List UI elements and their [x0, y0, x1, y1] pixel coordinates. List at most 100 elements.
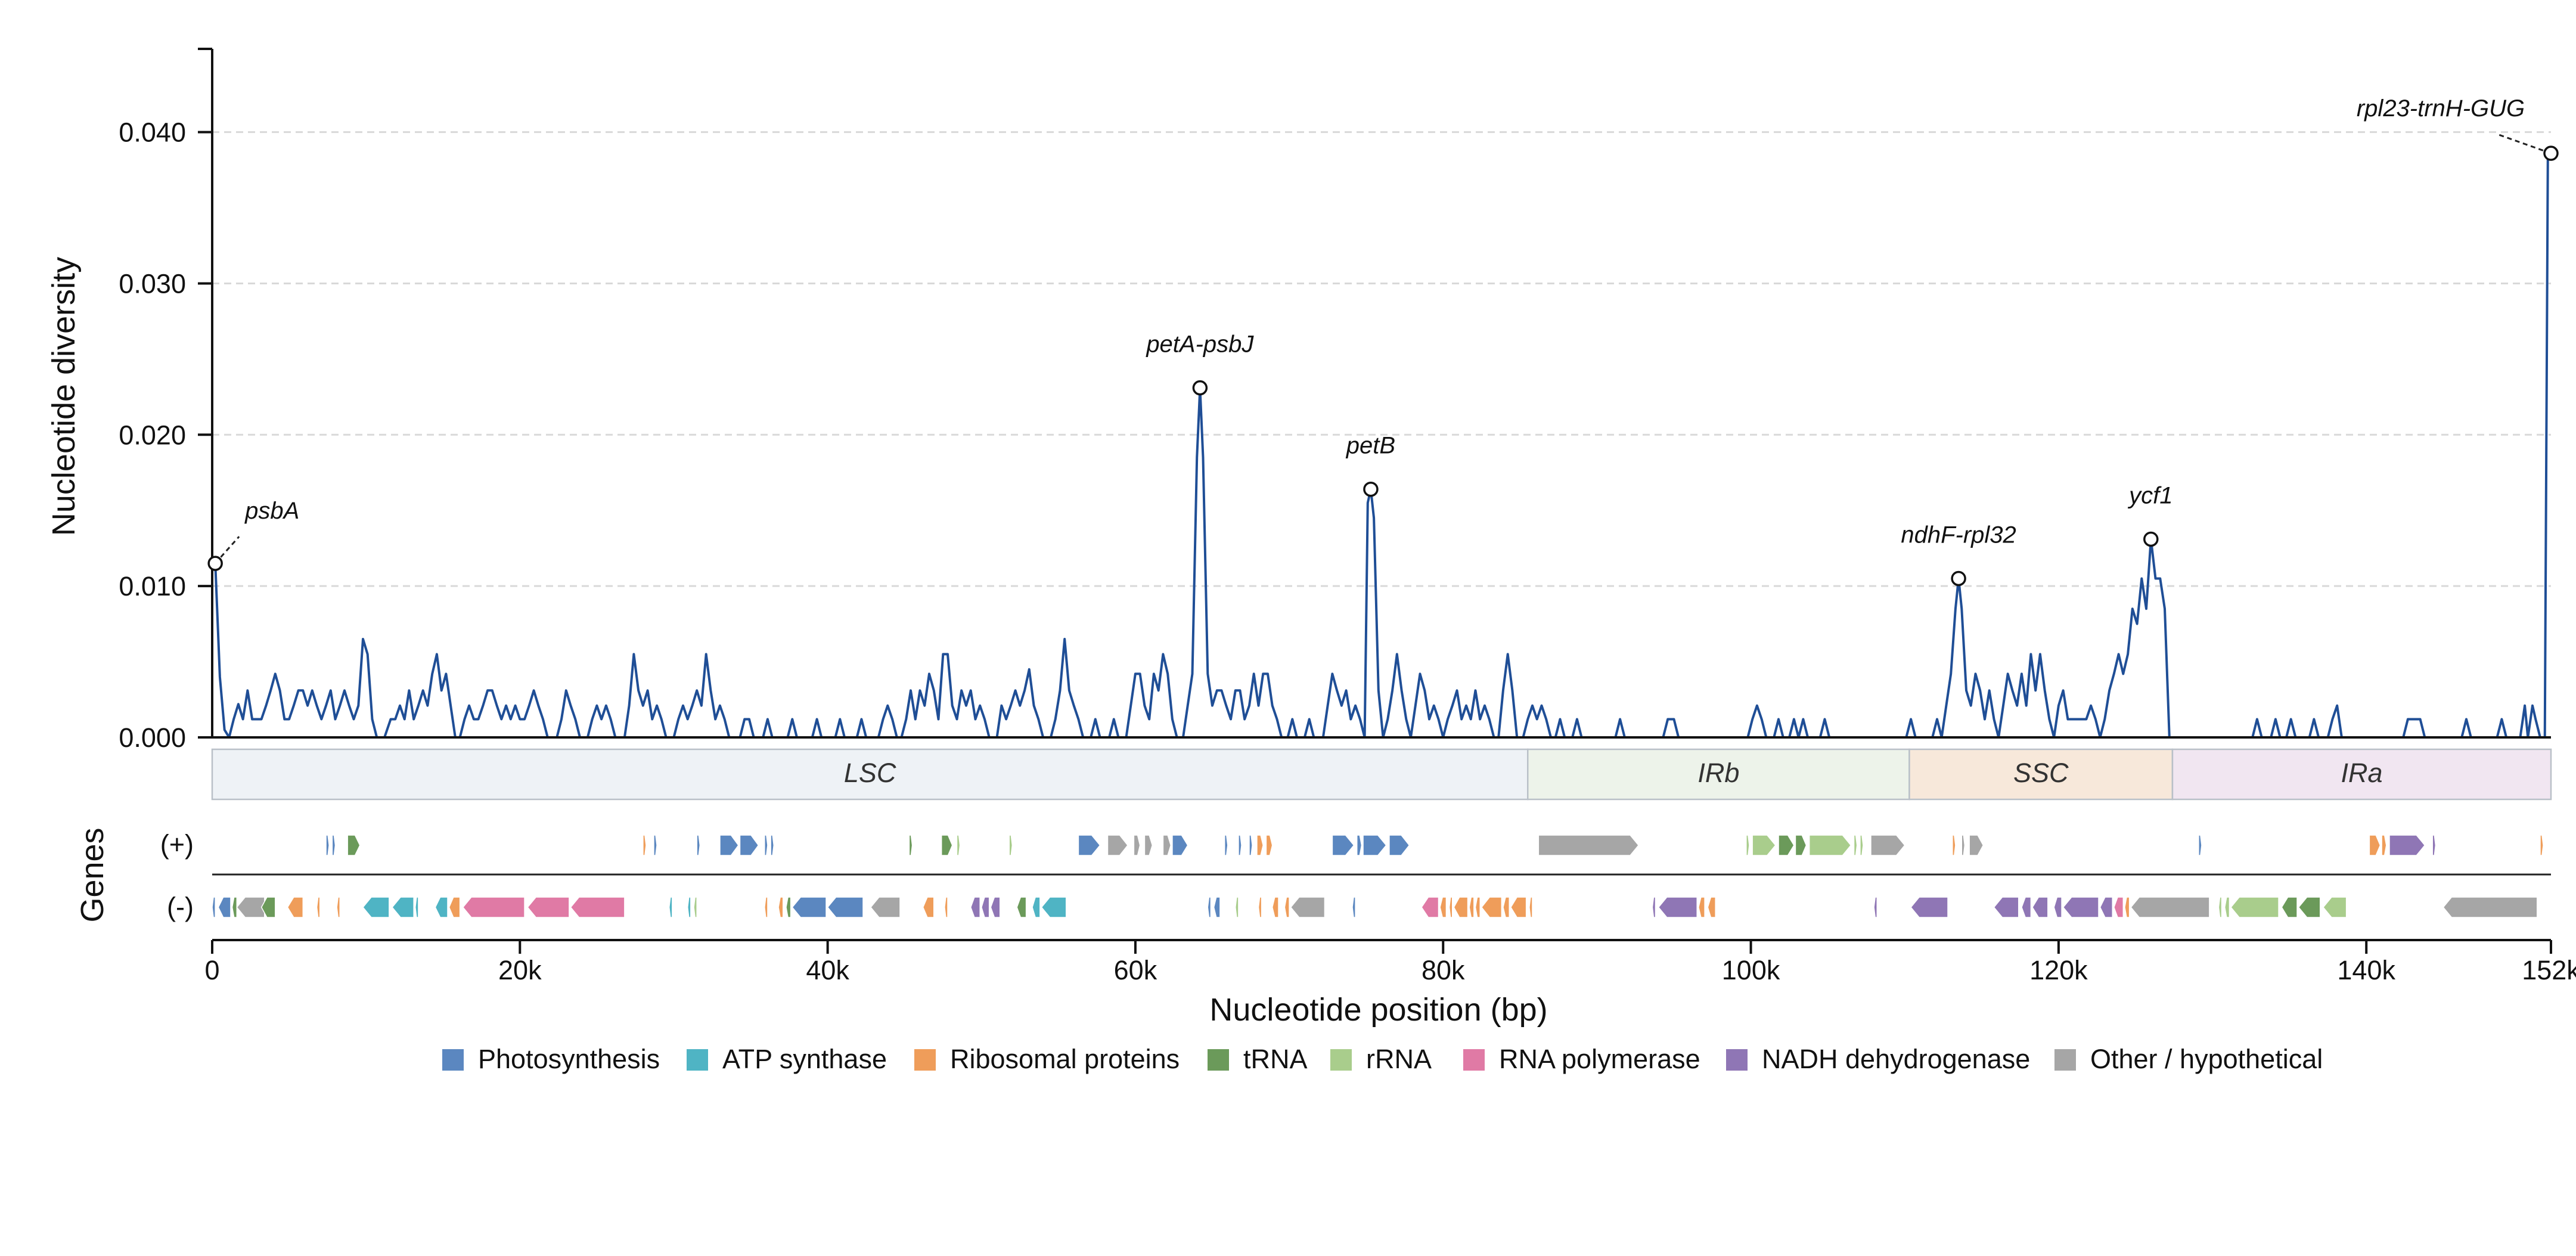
gene-ndh: [981, 897, 990, 918]
legend-swatch-photo: [442, 1049, 464, 1071]
gene-photo: [1389, 835, 1410, 856]
x-tick-label: 60k: [1114, 955, 1157, 985]
legend-label-rnap: RNA polymerase: [1499, 1044, 1700, 1074]
legend-swatch-other: [2054, 1049, 2076, 1071]
gene-atp: [1032, 897, 1041, 918]
gene-ribo: [2369, 835, 2381, 856]
gene-photo: [739, 835, 759, 856]
gene-ndh: [2032, 897, 2049, 918]
legend-label-rrna: rRNA: [1366, 1044, 1432, 1074]
y-tick-label: 0.040: [119, 117, 186, 148]
gene-ndh: [1910, 897, 1948, 918]
legend-label-ndh: NADH dehydrogenase: [1762, 1044, 2030, 1074]
gene-ndh: [1658, 897, 1697, 918]
gene-rrna: [1752, 835, 1776, 856]
gene-atp: [687, 897, 691, 918]
gene-photo: [218, 897, 231, 918]
gene-photo: [1363, 835, 1387, 856]
gene-trna: [2298, 897, 2321, 918]
x-tick-label: 0: [204, 955, 219, 985]
gene-ndh: [2021, 897, 2032, 918]
gene-other: [1107, 835, 1128, 856]
gene-rrna: [1808, 835, 1852, 856]
gene-trna: [347, 835, 361, 856]
peak-annotations: psbA petA-psbJ petB ndhF-rpl32 ycf1 rpl23-trn…: [207, 95, 2559, 587]
diversity-line: [212, 152, 2551, 739]
x-tick-label: 100k: [1722, 955, 1780, 985]
gene-photo: [1352, 897, 1356, 918]
gene-rrna: [2322, 897, 2347, 918]
gene-ribo: [1271, 897, 1279, 918]
gene-rnap: [2113, 897, 2124, 918]
peak-marker: [1951, 570, 1966, 587]
region-band: LSC IRb SSC IRa: [211, 748, 2552, 801]
gene-ribo: [1265, 835, 1273, 856]
gene-ribo: [1503, 897, 1510, 918]
gene-other: [1961, 835, 1966, 856]
gene-ribo: [1256, 835, 1264, 856]
gene-other: [1870, 835, 1905, 856]
gene-ribo: [764, 897, 768, 918]
region-label: SSC: [2013, 758, 2069, 788]
gene-ndh: [1993, 897, 2019, 918]
gene-rrna: [2218, 897, 2223, 918]
x-axis-title: Nucleotide position (bp): [1209, 992, 1547, 1028]
gene-ribo: [2124, 897, 2130, 918]
gene-photo: [1332, 835, 1355, 856]
x-tick-label: 140k: [2337, 955, 2395, 985]
diversity-line-layer: [212, 152, 2551, 739]
gene-ribo: [944, 897, 948, 918]
legend-label-atp: ATP synthase: [722, 1044, 887, 1074]
gene-rnap: [570, 897, 625, 918]
legend-swatch-trna: [1208, 1049, 1229, 1071]
annotation-leader: [2497, 133, 2552, 154]
region-ira: [2171, 748, 2552, 801]
gene-other: [870, 897, 901, 918]
gene-ndh: [2062, 897, 2099, 918]
legend-label-trna: tRNA: [1243, 1044, 1308, 1074]
legend-swatch-ribo: [914, 1049, 936, 1071]
annotation-leader: [215, 536, 240, 565]
peak-label: rpl23-trnH-GUG: [2357, 95, 2525, 122]
gene-other: [1144, 835, 1153, 856]
gene-photo: [792, 897, 827, 918]
legend-label-photo: Photosynthesis: [478, 1044, 660, 1074]
gene-rrna: [2224, 897, 2230, 918]
gene-photo: [770, 835, 775, 856]
gene-ribo: [448, 897, 461, 918]
gene-ndh: [2389, 835, 2426, 856]
gene-ndh: [2053, 897, 2062, 918]
gene-ribo: [1448, 897, 1453, 918]
gene-ribo: [316, 897, 321, 918]
legend-swatch-atp: [687, 1049, 708, 1071]
gene-photo: [1172, 835, 1188, 856]
peak-marker: [1363, 481, 1379, 497]
gene-other: [2442, 897, 2538, 918]
gene-trna: [908, 835, 913, 856]
gene-ribo: [922, 897, 935, 918]
region-ssc: [1908, 748, 2174, 801]
gene-photo: [331, 835, 336, 856]
gene-trna: [941, 835, 953, 856]
region-lsc: [211, 748, 1529, 801]
gene-rnap: [462, 897, 525, 918]
gene-trna: [1016, 897, 1027, 918]
gene-ribo: [1475, 897, 1481, 918]
gene-photo: [2198, 835, 2202, 856]
gene-rrna: [956, 835, 961, 856]
gene-trna: [1778, 835, 1795, 856]
gene-ribo: [778, 897, 784, 918]
gene-ribo: [2381, 835, 2387, 856]
gene-ribo: [1698, 897, 1705, 918]
gene-photo: [696, 835, 701, 856]
x-tick-label: 40k: [806, 955, 849, 985]
gene-ndh: [1873, 897, 1878, 918]
gene-ribo: [1529, 897, 1533, 918]
gene-ribo: [1510, 897, 1527, 918]
gene-other: [2130, 897, 2210, 918]
legend: Photosynthesis ATP synthase Ribosomal prot…: [442, 1044, 2323, 1074]
gene-photo: [1213, 897, 1221, 918]
peak-marker: [207, 556, 223, 571]
gene-other: [236, 897, 265, 918]
